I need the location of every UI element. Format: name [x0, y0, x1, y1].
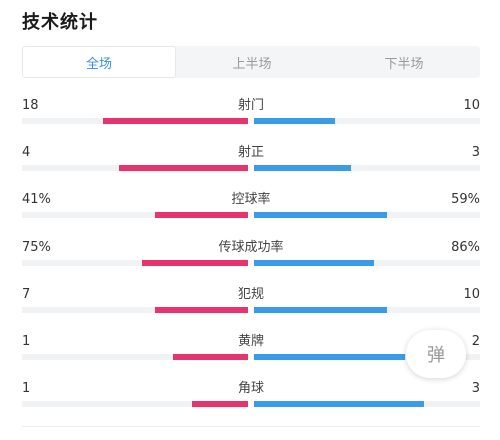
away-bar — [254, 259, 374, 266]
stat-label: 控球率 — [231, 192, 271, 208]
away-bar — [254, 306, 388, 313]
home-bar — [155, 306, 248, 313]
away-value: 3 — [471, 145, 480, 161]
away-bar-track — [254, 354, 480, 360]
home-value: 7 — [22, 286, 31, 302]
away-value: 10 — [463, 286, 480, 302]
away-bar — [254, 118, 336, 124]
home-bar-track — [22, 354, 248, 360]
home-value: 4 — [22, 145, 31, 161]
danmu-button[interactable]: 弹 — [406, 330, 466, 378]
away-bar-track — [254, 212, 480, 219]
home-bar-track — [22, 259, 248, 266]
away-bar — [254, 354, 406, 360]
away-bar — [254, 212, 388, 219]
home-bar — [155, 212, 248, 219]
stat-label: 黄牌 — [237, 334, 264, 349]
home-value: 75% — [22, 239, 51, 255]
away-bar-track — [254, 165, 480, 172]
away-bar — [254, 165, 352, 172]
home-bar-track — [22, 306, 248, 313]
tab-first-half[interactable]: 上半场 — [232, 56, 272, 72]
away-value: 86% — [451, 239, 480, 255]
home-bar-track — [22, 118, 248, 124]
home-value: 18 — [22, 98, 39, 113]
away-bar — [254, 401, 424, 408]
period-tabs: 全场 上半场 下半场 — [22, 46, 480, 78]
home-value: 41% — [22, 192, 51, 208]
stat-row-corners: 1 角球 3 — [22, 381, 480, 421]
stat-row-yellow-cards: 1 黄牌 2 — [22, 334, 480, 374]
stat-label: 射正 — [237, 145, 264, 161]
away-value: 10 — [463, 98, 480, 113]
stat-row-fouls: 7 犯规 10 — [22, 287, 480, 327]
home-bar-track — [22, 212, 248, 219]
home-bar — [173, 354, 248, 360]
home-bar — [103, 118, 248, 124]
away-value: 3 — [471, 381, 480, 397]
home-bar — [141, 259, 248, 266]
home-bar-track — [22, 165, 248, 172]
stat-label: 犯规 — [237, 286, 264, 302]
away-bar-track — [254, 401, 480, 408]
away-value: 59% — [451, 192, 480, 208]
stat-row-shots-on-target: 4 射正 3 — [22, 145, 480, 185]
away-bar-track — [254, 118, 480, 124]
page-title: 技术统计 — [22, 12, 98, 33]
stat-row-shots: 18 射门 10 — [22, 98, 480, 138]
stat-row-pass-accuracy: 75% 传球成功率 86% — [22, 240, 480, 280]
away-bar-track — [254, 306, 480, 313]
home-value: 1 — [22, 381, 31, 397]
home-bar — [191, 401, 248, 408]
away-bar-track — [254, 259, 480, 266]
stat-label: 射门 — [237, 98, 264, 113]
home-bar-track — [22, 401, 248, 408]
stat-label: 角球 — [237, 381, 264, 397]
stat-row-possession: 41% 控球率 59% — [22, 192, 480, 232]
stat-label: 传球成功率 — [218, 239, 284, 255]
home-value: 1 — [22, 334, 31, 349]
tab-second-half[interactable]: 下半场 — [384, 56, 424, 72]
home-bar — [119, 165, 248, 172]
bottom-divider — [22, 426, 480, 427]
away-value: 2 — [471, 334, 480, 349]
tab-full-match[interactable]: 全场 — [22, 46, 176, 78]
